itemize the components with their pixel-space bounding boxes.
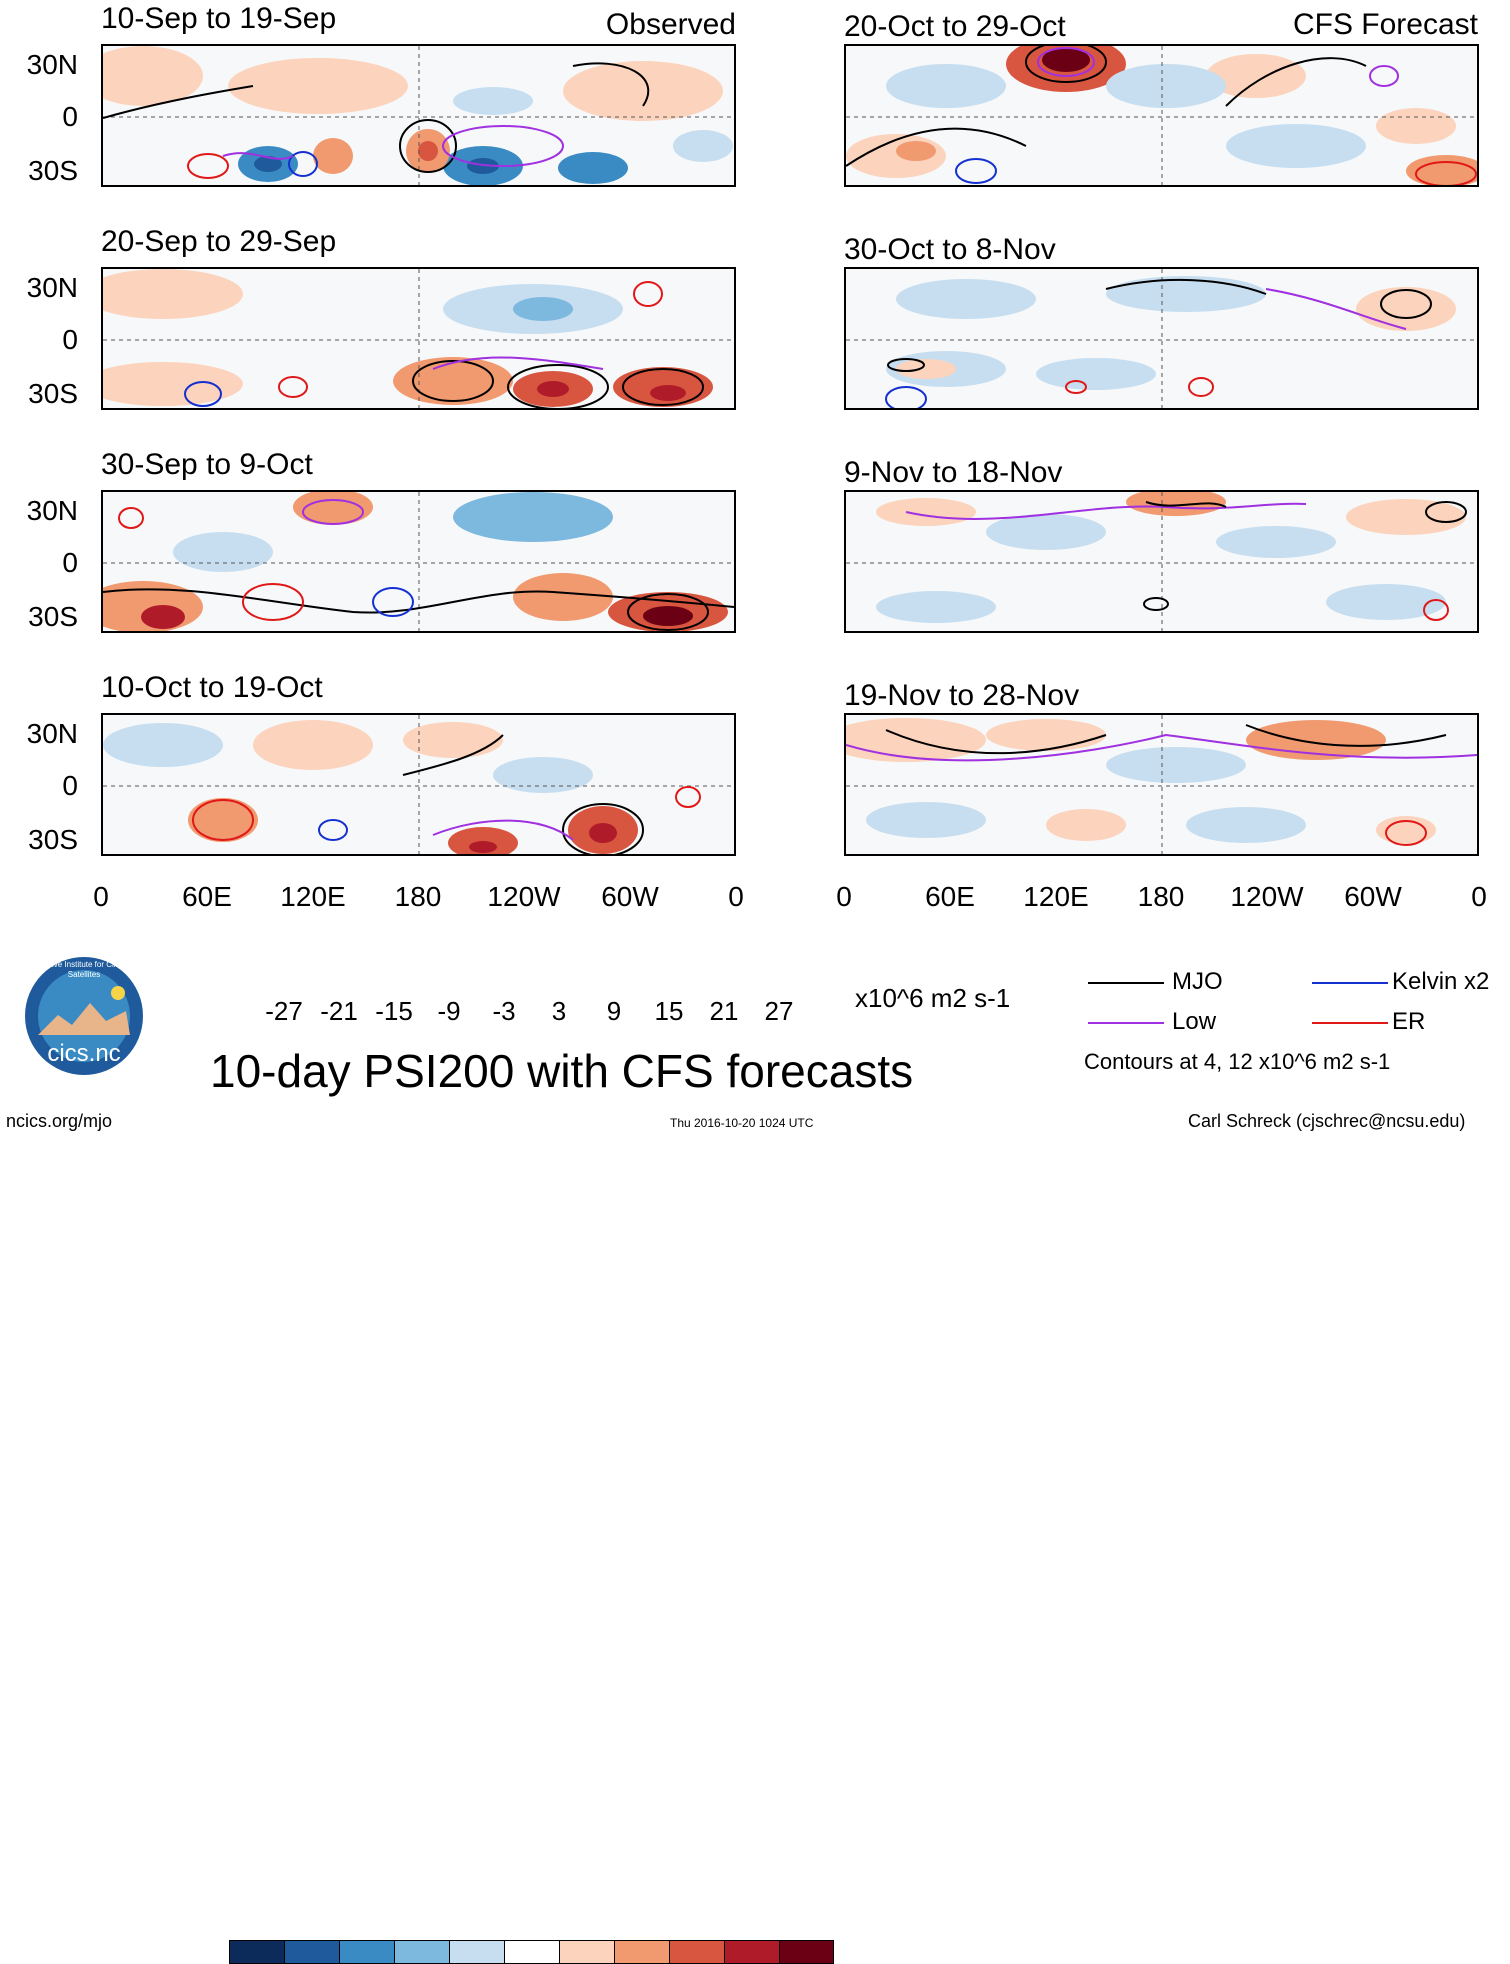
panel-title-obs-4: 10-Oct to 19-Oct	[101, 671, 323, 704]
lon-label-120w: 120W	[1230, 881, 1304, 912]
colorbar-cell	[229, 1940, 285, 1964]
colorbar-cell	[779, 1940, 834, 1964]
lat-label-30n: 30N	[26, 272, 78, 303]
lat-label-30n: 30N	[26, 495, 78, 526]
legend-line-kelvin	[1312, 982, 1388, 984]
legend-line-mjo	[1088, 982, 1164, 984]
lon-label-0: 0	[1471, 881, 1487, 912]
colorbar-cell	[284, 1940, 340, 1964]
logo-ring-text: Cooperative Institute for Climate and Sa…	[19, 960, 149, 979]
lat-label-eq: 0	[62, 547, 78, 578]
lat-label-eq: 0	[62, 324, 78, 355]
colorbar-tick: 3	[551, 996, 567, 1026]
legend-label-low: Low	[1172, 1008, 1217, 1035]
colorbar-cell	[504, 1940, 560, 1964]
colorbar-tick: 15	[654, 996, 684, 1026]
colorbar-tick: -3	[492, 996, 516, 1026]
colorbar	[229, 970, 834, 1964]
colorbar-cell	[339, 1940, 395, 1964]
map-forecast-4	[844, 713, 1479, 856]
map-forecast-2	[844, 267, 1479, 410]
lon-label-60w: 60W	[1344, 881, 1402, 912]
colorbar-tick: 21	[709, 996, 739, 1026]
lon-label-0: 0	[93, 881, 109, 912]
colorbar-cell	[559, 1940, 615, 1964]
logo-name: cics.nc	[47, 1040, 121, 1067]
lon-label-180: 180	[394, 881, 442, 912]
footer-author: Carl Schreck (cjschrec@ncsu.edu)	[1188, 1111, 1466, 1131]
colorbar-units: x10^6 m2 s-1	[855, 983, 1011, 1013]
main-title: 10-day PSI200 with CFS forecasts	[210, 1045, 914, 1097]
colorbar-cell	[614, 1940, 670, 1964]
lon-label-120w: 120W	[487, 881, 561, 912]
lat-label-30s: 30S	[28, 378, 78, 409]
lon-label-60e: 60E	[925, 881, 975, 912]
lat-label-30n: 30N	[26, 49, 78, 80]
panel-title-obs-2: 20-Sep to 29-Sep	[101, 225, 337, 258]
colorbar-tick: -21	[320, 996, 358, 1026]
lon-label-60w: 60W	[601, 881, 659, 912]
colorbar-cell	[394, 1940, 450, 1964]
lat-label-30s: 30S	[28, 601, 78, 632]
map-forecast-1	[844, 44, 1479, 187]
lat-label-eq: 0	[62, 770, 78, 801]
legend-label-kelvin: Kelvin x2	[1392, 968, 1490, 995]
panel-title-fc-2: 30-Oct to 8-Nov	[844, 233, 1056, 266]
lat-label-30n: 30N	[26, 718, 78, 749]
legend-line-low	[1088, 1022, 1164, 1024]
colorbar-cell	[724, 1940, 780, 1964]
panel-title-fc-3: 9-Nov to 18-Nov	[844, 456, 1063, 489]
colorbar-tick: -15	[375, 996, 413, 1026]
lon-label-0: 0	[836, 881, 852, 912]
legend-line-er	[1312, 1022, 1388, 1024]
panel-title-fc-4: 19-Nov to 28-Nov	[844, 679, 1080, 712]
panel-title-fc-1: 20-Oct to 29-Oct	[844, 10, 1066, 43]
colorbar-cell	[449, 1940, 505, 1964]
legend-label-er: ER	[1392, 1008, 1426, 1035]
colorbar-tick: -9	[437, 996, 461, 1026]
lon-label-120e: 120E	[280, 881, 346, 912]
lon-label-0: 0	[728, 881, 744, 912]
footer-timestamp: Thu 2016-10-20 1024 UTC	[670, 1116, 814, 1130]
lat-label-30s: 30S	[28, 824, 78, 855]
map-observed-3	[101, 490, 736, 633]
colorbar-tick: 9	[606, 996, 622, 1026]
colorbar-cell	[669, 1940, 725, 1964]
map-observed-1	[101, 44, 736, 187]
lon-label-180: 180	[1137, 881, 1185, 912]
lat-label-eq: 0	[62, 101, 78, 132]
legend-contour-note: Contours at 4, 12 x10^6 m2 s-1	[1084, 1049, 1391, 1074]
lon-label-120e: 120E	[1023, 881, 1089, 912]
colorbar-tick: 27	[764, 996, 794, 1026]
footer-url[interactable]: ncics.org/mjo	[6, 1111, 113, 1131]
legend-label-mjo: MJO	[1172, 968, 1223, 995]
map-observed-2	[101, 267, 736, 410]
map-observed-4	[101, 713, 736, 856]
panel-tag-observed: Observed	[605, 8, 736, 41]
panel-title-obs-1: 10-Sep to 19-Sep	[101, 2, 337, 35]
map-forecast-3	[844, 490, 1479, 633]
cics-logo: Cooperative Institute for Climate and Sa…	[10, 955, 158, 1077]
lon-label-60e: 60E	[182, 881, 232, 912]
lat-label-30s: 30S	[28, 155, 78, 186]
panel-tag-cfs-forecast: CFS Forecast	[1292, 8, 1478, 41]
panel-title-obs-3: 30-Sep to 9-Oct	[101, 448, 313, 481]
colorbar-tick: -27	[265, 996, 303, 1026]
